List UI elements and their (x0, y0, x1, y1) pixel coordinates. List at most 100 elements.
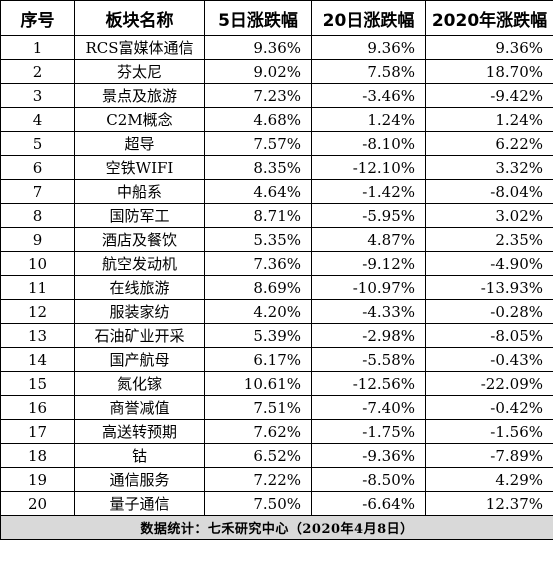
change-ytd: -4.90% (425, 251, 553, 276)
sector-name: 量子通信 (74, 491, 205, 516)
sector-name: RCS富媒体通信 (74, 35, 205, 60)
change-ytd: 6.22% (425, 131, 553, 156)
change-5day: 7.62% (204, 419, 312, 444)
footer-row: 数据统计：七禾研究中心（2020年4月8日） (0, 515, 553, 540)
row-index: 14 (0, 347, 75, 372)
table-row: 12 服装家纺 4.20% -4.33% -0.28% (0, 299, 553, 324)
change-20day: 4.87% (311, 227, 426, 252)
header-index: 序号 (0, 0, 75, 36)
change-ytd: 3.02% (425, 203, 553, 228)
table-row: 7 中船系 4.64% -1.42% -8.04% (0, 179, 553, 204)
sector-name: 空铁WIFI (74, 155, 205, 180)
table-row: 11 在线旅游 8.69% -10.97% -13.93% (0, 275, 553, 300)
change-5day: 8.69% (204, 275, 312, 300)
change-20day: -12.56% (311, 371, 426, 396)
sector-performance-table: 序号 板块名称 5日涨跌幅 20日涨跌幅 2020年涨跌幅 1 RCS富媒体通信 9… (0, 0, 553, 540)
change-ytd: 3.32% (425, 155, 553, 180)
row-index: 16 (0, 395, 75, 420)
row-index: 19 (0, 467, 75, 492)
table-row: 8 国防军工 8.71% -5.95% 3.02% (0, 203, 553, 228)
row-index: 4 (0, 107, 75, 132)
change-ytd: -8.05% (425, 323, 553, 348)
sector-name: 酒店及餐饮 (74, 227, 205, 252)
row-index: 2 (0, 59, 75, 84)
sector-name: 中船系 (74, 179, 205, 204)
change-ytd: -0.42% (425, 395, 553, 420)
row-index: 5 (0, 131, 75, 156)
sector-name: 通信服务 (74, 467, 205, 492)
change-ytd: -0.28% (425, 299, 553, 324)
change-20day: -5.95% (311, 203, 426, 228)
table-row: 4 C2M概念 4.68% 1.24% 1.24% (0, 107, 553, 132)
table-row: 20 量子通信 7.50% -6.64% 12.37% (0, 491, 553, 516)
sector-name: 超导 (74, 131, 205, 156)
row-index: 17 (0, 419, 75, 444)
change-5day: 8.35% (204, 155, 312, 180)
row-index: 8 (0, 203, 75, 228)
table-row: 1 RCS富媒体通信 9.36% 9.36% 9.36% (0, 35, 553, 60)
sector-name: C2M概念 (74, 107, 205, 132)
row-index: 10 (0, 251, 75, 276)
table-row: 5 超导 7.57% -8.10% 6.22% (0, 131, 553, 156)
change-20day: -6.64% (311, 491, 426, 516)
header-sector-name: 板块名称 (74, 0, 205, 36)
change-20day: -8.50% (311, 467, 426, 492)
change-20day: 7.58% (311, 59, 426, 84)
table-row: 15 氮化镓 10.61% -12.56% -22.09% (0, 371, 553, 396)
sector-name: 氮化镓 (74, 371, 205, 396)
row-index: 9 (0, 227, 75, 252)
table-row: 17 高送转预期 7.62% -1.75% -1.56% (0, 419, 553, 444)
change-ytd: 4.29% (425, 467, 553, 492)
change-5day: 6.17% (204, 347, 312, 372)
change-5day: 9.02% (204, 59, 312, 84)
row-index: 11 (0, 275, 75, 300)
change-ytd: -1.56% (425, 419, 553, 444)
table-row: 10 航空发动机 7.36% -9.12% -4.90% (0, 251, 553, 276)
sector-name: 商誉减值 (74, 395, 205, 420)
header-5day-change: 5日涨跌幅 (204, 0, 312, 36)
change-5day: 4.20% (204, 299, 312, 324)
sector-name: 国产航母 (74, 347, 205, 372)
table-row: 19 通信服务 7.22% -8.50% 4.29% (0, 467, 553, 492)
table-row: 6 空铁WIFI 8.35% -12.10% 3.32% (0, 155, 553, 180)
change-5day: 5.35% (204, 227, 312, 252)
table-body: 1 RCS富媒体通信 9.36% 9.36% 9.36% 2 芬太尼 9.02% 7.58% 18… (0, 35, 553, 516)
change-ytd: -0.43% (425, 347, 553, 372)
change-ytd: 2.35% (425, 227, 553, 252)
change-5day: 8.71% (204, 203, 312, 228)
change-5day: 7.22% (204, 467, 312, 492)
sector-name: 航空发动机 (74, 251, 205, 276)
header-20day-change: 20日涨跌幅 (311, 0, 426, 36)
row-index: 13 (0, 323, 75, 348)
change-5day: 7.57% (204, 131, 312, 156)
table-row: 16 商誉减值 7.51% -7.40% -0.42% (0, 395, 553, 420)
sector-name: 石油矿业开采 (74, 323, 205, 348)
change-20day: 1.24% (311, 107, 426, 132)
row-index: 6 (0, 155, 75, 180)
change-ytd: -7.89% (425, 443, 553, 468)
header-ytd-change: 2020年涨跌幅 (425, 0, 553, 36)
change-20day: 9.36% (311, 35, 426, 60)
change-ytd: -8.04% (425, 179, 553, 204)
change-5day: 9.36% (204, 35, 312, 60)
change-ytd: 1.24% (425, 107, 553, 132)
change-20day: -4.33% (311, 299, 426, 324)
change-20day: -9.12% (311, 251, 426, 276)
change-20day: -7.40% (311, 395, 426, 420)
sector-name: 钴 (74, 443, 205, 468)
change-5day: 7.51% (204, 395, 312, 420)
change-5day: 6.52% (204, 443, 312, 468)
sector-name: 在线旅游 (74, 275, 205, 300)
change-20day: -12.10% (311, 155, 426, 180)
change-5day: 7.23% (204, 83, 312, 108)
change-20day: -1.75% (311, 419, 426, 444)
sector-name: 国防军工 (74, 203, 205, 228)
table-row: 9 酒店及餐饮 5.35% 4.87% 2.35% (0, 227, 553, 252)
row-index: 18 (0, 443, 75, 468)
change-5day: 7.36% (204, 251, 312, 276)
change-ytd: -9.42% (425, 83, 553, 108)
table-row: 3 景点及旅游 7.23% -3.46% -9.42% (0, 83, 553, 108)
change-20day: -3.46% (311, 83, 426, 108)
change-20day: -5.58% (311, 347, 426, 372)
change-ytd: 18.70% (425, 59, 553, 84)
